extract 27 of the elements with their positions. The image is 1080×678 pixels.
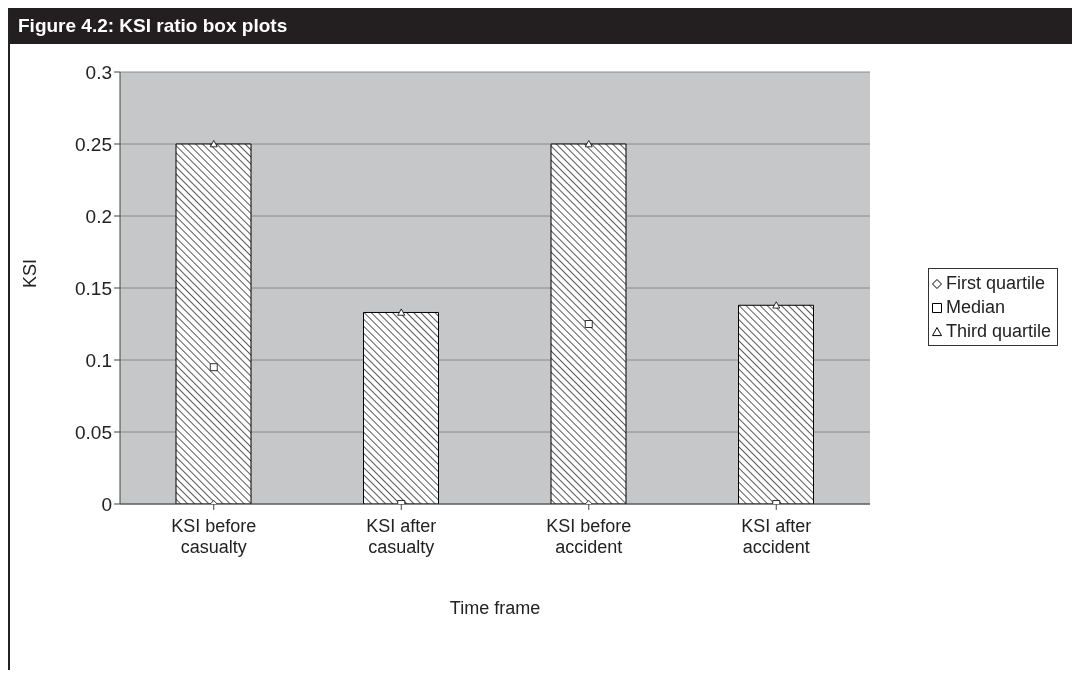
y-axis-title: KSI (20, 258, 41, 288)
y-tick-label: 0.05 (75, 421, 112, 443)
y-tick-label: 0 (101, 493, 112, 515)
x-tick-label: KSI before accident (546, 516, 632, 557)
y-tick-label: 0.15 (75, 277, 112, 299)
bar (175, 143, 252, 504)
chart-title: Figure 4.2: KSI ratio box plots (10, 8, 1072, 44)
point (209, 363, 218, 372)
x-tick-label: KSI before casualty (171, 516, 257, 557)
point (209, 140, 218, 148)
bar (738, 304, 814, 504)
legend-label: First quartile (944, 272, 1046, 295)
bar (550, 143, 627, 504)
x-axis-title: Time frame (449, 598, 541, 618)
point (584, 140, 593, 148)
y-tick-label: 0.2 (85, 205, 112, 227)
x-tick-label: KSI after accident (741, 516, 812, 557)
y-tick-label: 0.1 (85, 349, 112, 371)
legend-label: Third quartile (944, 320, 1051, 343)
y-tick-label: 0.3 (85, 61, 112, 83)
x-tick-label: KSI after casualty (366, 516, 437, 557)
point (397, 308, 406, 316)
point (772, 301, 781, 309)
legend-label: Median (944, 296, 1006, 319)
bar (363, 311, 439, 504)
y-tick-label: 0.25 (75, 133, 112, 155)
point (584, 320, 593, 328)
